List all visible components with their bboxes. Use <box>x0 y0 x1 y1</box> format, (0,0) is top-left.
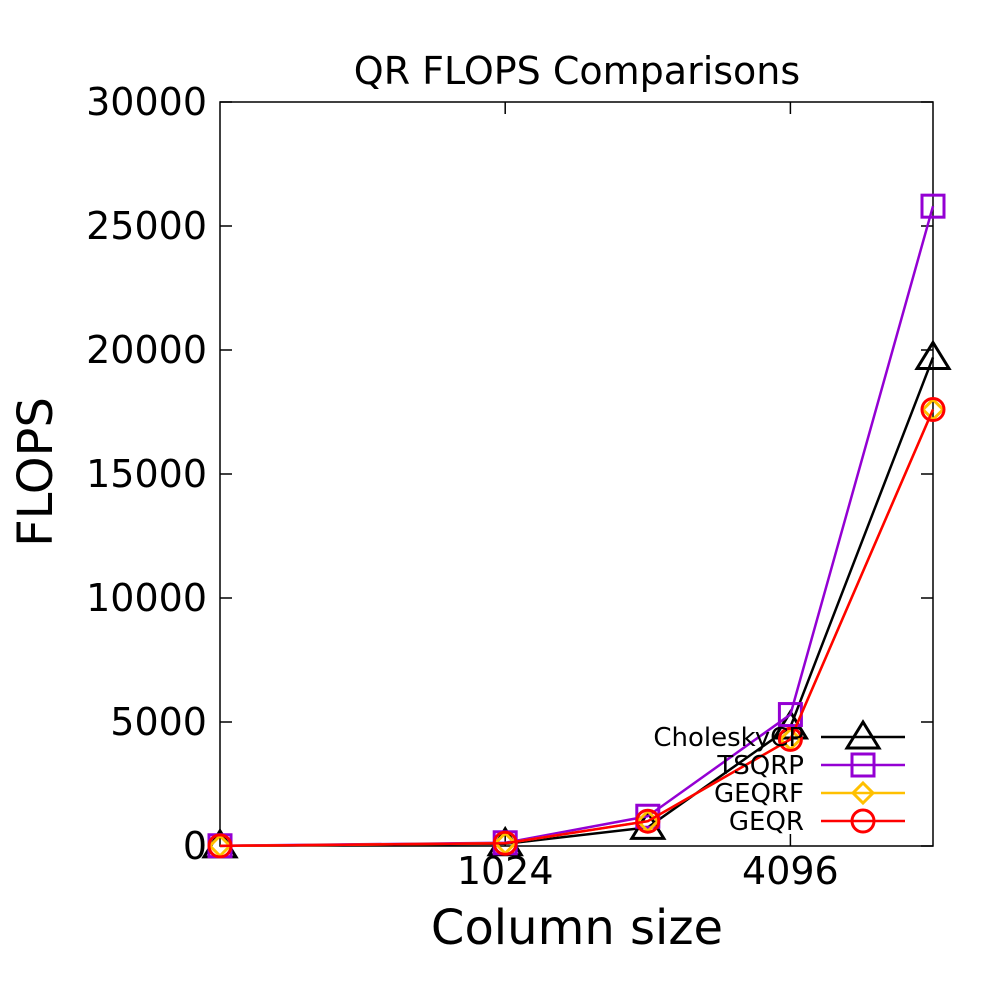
y-axis: 0 5000 10000 15000 20000 25000 30000 <box>86 80 933 868</box>
y-tick-label: 5000 <box>110 700 207 744</box>
legend-label: CholeskyCP <box>653 723 804 753</box>
x-tick-label: 4096 <box>742 849 839 893</box>
series-geqrf <box>207 397 946 858</box>
y-tick-label: 10000 <box>86 576 207 620</box>
series-layer <box>201 193 952 859</box>
series-line <box>219 409 935 848</box>
y-tick-label: 0 <box>183 824 207 868</box>
legend-marker <box>850 752 876 778</box>
y-tick-label: 30000 <box>86 80 207 124</box>
series-line <box>219 205 935 848</box>
legend-label: TSQRP <box>716 751 804 781</box>
y-tick-label: 15000 <box>86 452 207 496</box>
series-line <box>219 356 935 848</box>
x-tick-label: 1024 <box>457 849 554 893</box>
data-point <box>920 193 946 219</box>
x-axis-label: Column size <box>431 900 723 956</box>
y-tick-label: 25000 <box>86 204 207 248</box>
series-choleskycp <box>201 339 952 859</box>
y-tick-label: 20000 <box>86 328 207 372</box>
legend-marker <box>850 780 876 806</box>
series-line <box>219 409 935 848</box>
data-point <box>914 339 952 370</box>
series-tsqrp <box>207 193 946 859</box>
legend-label: GEQR <box>729 807 804 837</box>
data-point <box>920 397 946 423</box>
data-point <box>492 830 518 856</box>
legend-label: GEQRF <box>714 779 804 809</box>
chart-title: QR FLOPS Comparisons <box>354 49 800 93</box>
legend-marker <box>844 719 882 750</box>
data-point <box>629 809 667 840</box>
plot-area <box>219 101 934 847</box>
data-point <box>207 833 233 859</box>
series-geqr <box>207 397 946 859</box>
data-point <box>635 808 661 834</box>
data-point <box>777 726 803 752</box>
legend-marker <box>850 808 876 834</box>
x-axis: 1024 4096 <box>457 102 839 893</box>
y-axis-label: FLOPS <box>8 397 64 547</box>
